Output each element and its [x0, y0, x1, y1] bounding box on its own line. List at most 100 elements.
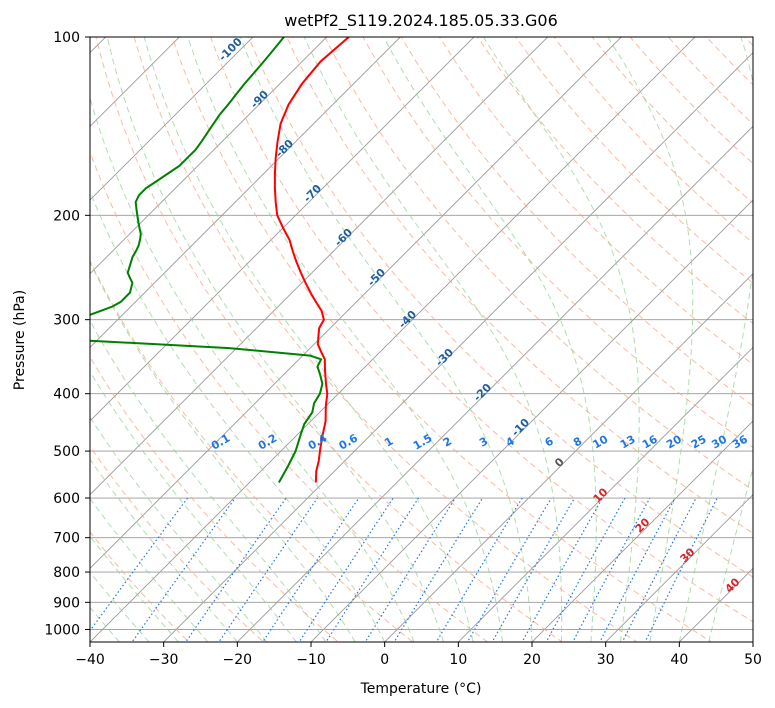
moist-adiabat-line	[303, 37, 563, 642]
y-tick-label: 1000	[44, 622, 80, 638]
moist-adiabat-line	[708, 466, 753, 642]
mixing-ratio-line	[364, 497, 456, 642]
mixing-ratio-line	[644, 497, 718, 642]
dry-adiabat-line	[90, 356, 340, 642]
x-tick-label: −20	[223, 652, 253, 668]
moist-adiabat-line	[90, 319, 327, 642]
moist-adiabat-line	[90, 458, 238, 642]
moist-adiabat-line	[90, 535, 179, 642]
profile-series	[90, 37, 350, 483]
dry-adiabat-label: 10	[591, 485, 611, 505]
x-tick-label: −30	[149, 652, 179, 668]
mixing-ratio-line	[466, 497, 552, 642]
isotherm-line	[384, 273, 753, 642]
moist-adiabat-line	[90, 571, 150, 642]
x-tick-label: 50	[744, 652, 762, 668]
y-tick-label: 800	[53, 565, 80, 581]
dry-adiabat-label: -70	[301, 182, 324, 205]
mixing-ratio-label: 0.1	[209, 432, 232, 453]
dry-adiabat-line	[362, 37, 753, 449]
y-tick-label: 500	[53, 444, 80, 460]
x-tick-label: −10	[296, 652, 326, 668]
mixing-ratio-line	[185, 497, 287, 642]
dry-adiabat-line	[133, 37, 638, 642]
dry-adiabat-label: -60	[332, 226, 355, 249]
moist-adiabat-line	[607, 37, 694, 642]
mixing-ratio-line	[131, 497, 236, 642]
y-tick-label: 700	[53, 531, 80, 547]
mixing-ratio-line	[262, 497, 360, 642]
moist-adiabat-line	[90, 96, 415, 642]
plot-frame	[89, 36, 754, 643]
dry-adiabat-line	[702, 0, 775, 654]
dry-adiabat-label: 20	[633, 515, 653, 535]
moist-adiabat-line	[678, 37, 753, 642]
mixing-ratio-label: 1	[382, 435, 395, 450]
dry-adiabat-line	[735, 0, 775, 654]
mixing-ratio-label: 2	[441, 435, 454, 450]
x-tick-label: 40	[670, 652, 688, 668]
moist-adiabat-line	[383, 37, 597, 642]
mixing-ratio-line	[393, 497, 484, 642]
dry-adiabat-line	[90, 445, 265, 642]
moist-adiabat-line	[187, 37, 503, 642]
isotherm-line	[163, 52, 753, 642]
mixing-ratio-line	[521, 497, 603, 642]
moist-adiabat-line	[482, 37, 640, 642]
y-tick-label: 600	[53, 491, 80, 507]
moist-adiabat-line	[239, 37, 533, 642]
x-tick-label: 0	[380, 652, 389, 668]
dry-adiabat-line	[629, 37, 753, 165]
isotherm-line	[90, 37, 401, 348]
mixing-ratio-line	[491, 497, 576, 642]
dry-adiabat-line	[209, 37, 753, 623]
isotherm-line	[90, 37, 622, 569]
dry-adiabat-line	[438, 37, 753, 366]
dry-adiabat-label: -20	[471, 381, 494, 404]
y-tick-label: 100	[53, 30, 80, 46]
mixing-ratio-line	[435, 497, 523, 642]
line-labels: 0.1 0.2 0.4 0.6 1 1.5 2 3 4 6 8 10 13 16 20 25 30 36-100-…	[209, 35, 750, 596]
dry-adiabat-label: -90	[248, 88, 271, 111]
y-tick-label: 400	[53, 387, 80, 403]
dry-adiabat-label: 40	[723, 575, 743, 595]
x-tick-label: 30	[597, 652, 615, 668]
x-tick-label: −40	[75, 652, 105, 668]
isotherm-line	[531, 420, 753, 642]
mixing-ratio-label: 16	[640, 432, 660, 451]
mixing-ratio-label: 30	[709, 432, 729, 451]
mixing-ratio-line	[621, 497, 697, 642]
mixing-ratio-line	[325, 497, 420, 642]
y-tick-label: 900	[53, 595, 80, 611]
dry-adiabat-line	[400, 37, 753, 407]
mixing-ratio-line	[218, 497, 318, 642]
dry-adiabat-label: 30	[678, 545, 698, 565]
background-lines	[90, 0, 775, 654]
mixing-ratio-label: 10	[590, 432, 610, 451]
profile-line-green	[90, 37, 324, 483]
mixing-ratio-label: 0.4	[306, 431, 330, 452]
mixing-ratio-label: 6	[543, 434, 556, 449]
x-axis-label: Temperature (°C)	[360, 681, 482, 697]
dry-adiabat-line	[90, 150, 489, 642]
dry-adiabat-label: -50	[365, 266, 388, 289]
dry-adiabat-line	[248, 37, 753, 578]
x-tick-label: 10	[449, 652, 467, 668]
y-tick-label: 300	[53, 313, 80, 329]
mixing-ratio-label: 36	[730, 432, 750, 451]
moist-adiabat-line	[90, 370, 297, 642]
mixing-ratio-label: 1.5	[411, 432, 434, 453]
isotherm-line	[752, 641, 753, 642]
moist-adiabat-line	[90, 497, 209, 642]
chart-title: wetPf2_S119.2024.185.05.33.G06	[284, 11, 558, 31]
isotherm-line	[310, 199, 753, 642]
y-axis-label: Pressure (hPa)	[12, 290, 28, 390]
moist-adiabat-line	[143, 37, 474, 642]
dry-adiabat-line	[95, 37, 564, 642]
moist-adiabat-line	[106, 37, 445, 642]
axes: −40 −30 −20 −10 0 10 20 30 40 5010020030040050060…	[44, 30, 762, 668]
mixing-ratio-label: 25	[689, 433, 709, 452]
x-tick-label: 20	[523, 652, 541, 668]
dry-adiabat-line	[90, 531, 190, 642]
